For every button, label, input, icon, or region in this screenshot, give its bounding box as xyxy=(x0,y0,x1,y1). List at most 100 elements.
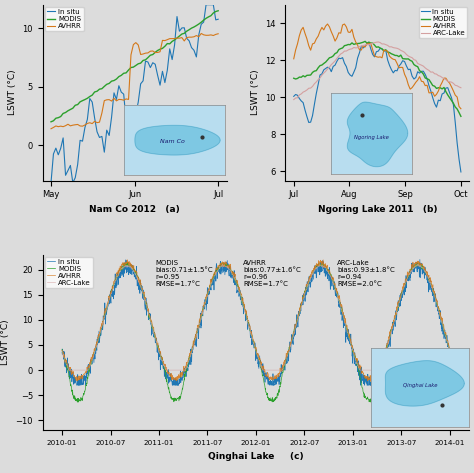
Line: AVHRR: AVHRR xyxy=(62,260,450,381)
MODIS xyxy=(313,68,319,73)
Y-axis label: LSWT (°C): LSWT (°C) xyxy=(8,70,17,115)
Line: MODIS: MODIS xyxy=(294,41,461,116)
ARC-Lake xyxy=(208,282,214,288)
In situ xyxy=(291,94,297,99)
In situ xyxy=(417,257,423,263)
In situ xyxy=(101,149,107,155)
MODIS xyxy=(215,8,221,14)
MODIS xyxy=(414,263,420,269)
MODIS xyxy=(140,58,146,63)
AVHRR xyxy=(344,24,349,30)
ARC-Lake xyxy=(400,290,405,296)
AVHRR xyxy=(414,259,420,264)
AVHRR xyxy=(48,126,54,131)
Line: ARC-Lake: ARC-Lake xyxy=(62,264,450,371)
In situ xyxy=(436,97,441,103)
AVHRR xyxy=(447,347,453,352)
ARC-Lake xyxy=(59,348,65,353)
MODIS xyxy=(208,281,214,287)
AVHRR xyxy=(409,85,415,90)
In situ xyxy=(81,376,87,381)
ARC-Lake xyxy=(226,266,232,272)
In situ xyxy=(414,268,420,273)
MODIS xyxy=(99,86,105,92)
AVHRR xyxy=(436,88,441,94)
AVHRR xyxy=(87,120,92,126)
AVHRR xyxy=(226,263,232,269)
AVHRR xyxy=(325,21,330,27)
Legend: In situ, MODIS, AVHRR, ARC-Lake: In situ, MODIS, AVHRR, ARC-Lake xyxy=(45,257,92,288)
Text: MODIS
bias:0.71±1.5°C
r=0.95
RMSE=1.7°C: MODIS bias:0.71±1.5°C r=0.95 RMSE=1.7°C xyxy=(155,260,213,287)
ARC-Lake xyxy=(182,368,188,374)
Y-axis label: LSWT (°C): LSWT (°C) xyxy=(1,320,10,365)
MODIS xyxy=(81,391,87,397)
MODIS xyxy=(291,75,297,81)
In situ xyxy=(215,17,221,22)
AVHRR xyxy=(191,34,197,40)
MODIS xyxy=(432,83,438,89)
In situ xyxy=(121,91,127,97)
Line: MODIS: MODIS xyxy=(62,263,450,402)
Legend: In situ, MODIS, AVHRR, ARC-Lake: In situ, MODIS, AVHRR, ARC-Lake xyxy=(419,7,467,38)
Line: ARC-Lake: ARC-Lake xyxy=(294,42,461,100)
MODIS xyxy=(191,24,197,30)
Text: AVHRR
bias:0.77±1.6°C
r=0.96
RMSE=1.7°C: AVHRR bias:0.77±1.6°C r=0.96 RMSE=1.7°C xyxy=(243,260,301,287)
Text: ARC-Lake
bias:0.93±1.8°C
r=0.94
RMSE=2.0°C: ARC-Lake bias:0.93±1.8°C r=0.94 RMSE=2.0… xyxy=(337,260,395,287)
MODIS xyxy=(362,38,368,44)
In situ xyxy=(432,101,438,106)
MODIS xyxy=(189,25,194,31)
MODIS xyxy=(48,119,54,124)
In situ xyxy=(74,382,80,388)
In situ xyxy=(458,169,464,175)
In situ xyxy=(90,99,95,105)
MODIS xyxy=(75,399,81,405)
MODIS xyxy=(452,104,458,110)
AVHRR xyxy=(432,93,438,99)
MODIS xyxy=(87,94,92,99)
MODIS xyxy=(436,85,441,91)
Line: AVHRR: AVHRR xyxy=(51,34,218,129)
AVHRR xyxy=(124,257,130,263)
Line: AVHRR: AVHRR xyxy=(294,24,461,109)
AVHRR xyxy=(452,92,458,98)
ARC-Lake xyxy=(409,55,415,61)
In situ xyxy=(366,39,372,45)
MODIS xyxy=(458,114,464,119)
In situ xyxy=(143,58,148,64)
AVHRR xyxy=(291,56,297,61)
ARC-Lake xyxy=(414,263,420,268)
MODIS xyxy=(126,260,131,265)
ARC-Lake xyxy=(452,82,458,88)
MODIS xyxy=(447,350,453,355)
X-axis label: Ngoring Lake 2011   (b): Ngoring Lake 2011 (b) xyxy=(318,205,437,214)
ARC-Lake xyxy=(415,261,420,267)
MODIS xyxy=(342,43,347,48)
In situ xyxy=(203,2,209,8)
In situ xyxy=(59,350,65,355)
AVHRR xyxy=(84,364,90,370)
Line: In situ: In situ xyxy=(294,42,461,172)
AVHRR xyxy=(140,51,146,57)
X-axis label: Qinghai Lake     (c): Qinghai Lake (c) xyxy=(208,452,304,461)
AVHRR xyxy=(70,123,76,128)
MODIS xyxy=(400,288,405,293)
AVHRR xyxy=(458,106,464,112)
ARC-Lake xyxy=(342,48,347,54)
In situ xyxy=(313,91,319,96)
In situ xyxy=(452,120,458,125)
In situ xyxy=(342,61,347,66)
ARC-Lake xyxy=(291,97,297,103)
In situ xyxy=(84,368,90,374)
Y-axis label: LSWT (°C): LSWT (°C) xyxy=(251,70,260,115)
ARC-Lake xyxy=(458,85,464,90)
AVHRR xyxy=(400,288,405,293)
In situ xyxy=(400,295,405,300)
ARC-Lake xyxy=(436,73,441,79)
In situ xyxy=(70,180,76,185)
MODIS xyxy=(59,346,65,352)
In situ xyxy=(73,175,78,181)
AVHRR xyxy=(215,31,221,36)
In situ xyxy=(409,73,415,79)
ARC-Lake xyxy=(313,79,319,85)
In situ xyxy=(447,348,453,354)
